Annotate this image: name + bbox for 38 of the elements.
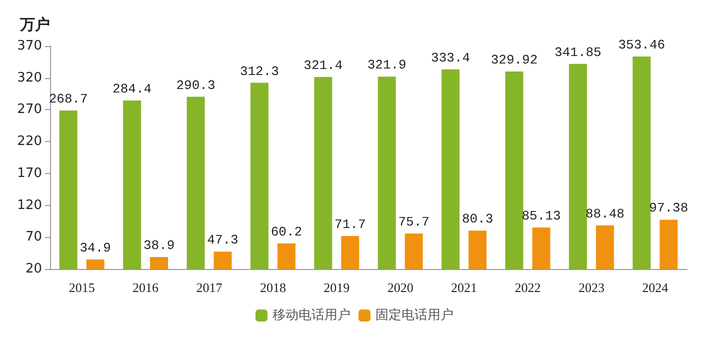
x-tick-label: 2021 [451,280,478,295]
data-label: 38.9 [143,238,175,253]
data-label: 71.7 [334,217,366,232]
y-tick-label: 370 [17,38,42,54]
data-label: 268.7 [48,92,88,107]
x-tick-label: 2017 [196,280,223,295]
x-tick-label: 2024 [642,280,669,295]
data-label: 34.9 [80,240,111,256]
y-tick-label: 170 [17,166,42,181]
data-label: 329.92 [490,52,538,68]
x-tick-label: 2016 [132,280,160,295]
data-label: 47.3 [207,232,238,248]
x-tick-label: 2022 [514,280,541,295]
data-label: 321.9 [367,58,406,73]
data-label: 284.4 [112,82,152,97]
x-tick-label: 2023 [578,280,604,295]
legend-label: 固定电话用户 [376,308,454,323]
y-tick-label: 270 [17,102,42,118]
y-tick-label: 220 [17,134,42,150]
data-label: 341.85 [554,44,602,60]
data-label: 312.3 [240,64,279,79]
data-label: 353.46 [618,38,666,53]
y-tick-label: 20 [25,262,42,276]
legend-label: 移动电话用户 [272,308,350,323]
data-label: 80.3 [462,212,494,227]
data-label: 60.2 [270,224,302,240]
x-tick-label: 2020 [387,280,414,295]
x-tick-label: 2018 [260,280,286,295]
data-label: 333.4 [431,50,470,66]
data-label: 75.7 [398,214,430,230]
data-label: 290.3 [176,78,216,93]
y-tick-label: 320 [17,70,42,86]
y-axis-title: 万户 [19,16,50,34]
data-label: 321.4 [304,58,343,73]
x-tick-label: 2019 [324,280,350,295]
x-tick-label: 2015 [68,280,95,295]
y-tick-label: 70 [25,230,42,245]
y-tick-label: 120 [17,198,42,213]
